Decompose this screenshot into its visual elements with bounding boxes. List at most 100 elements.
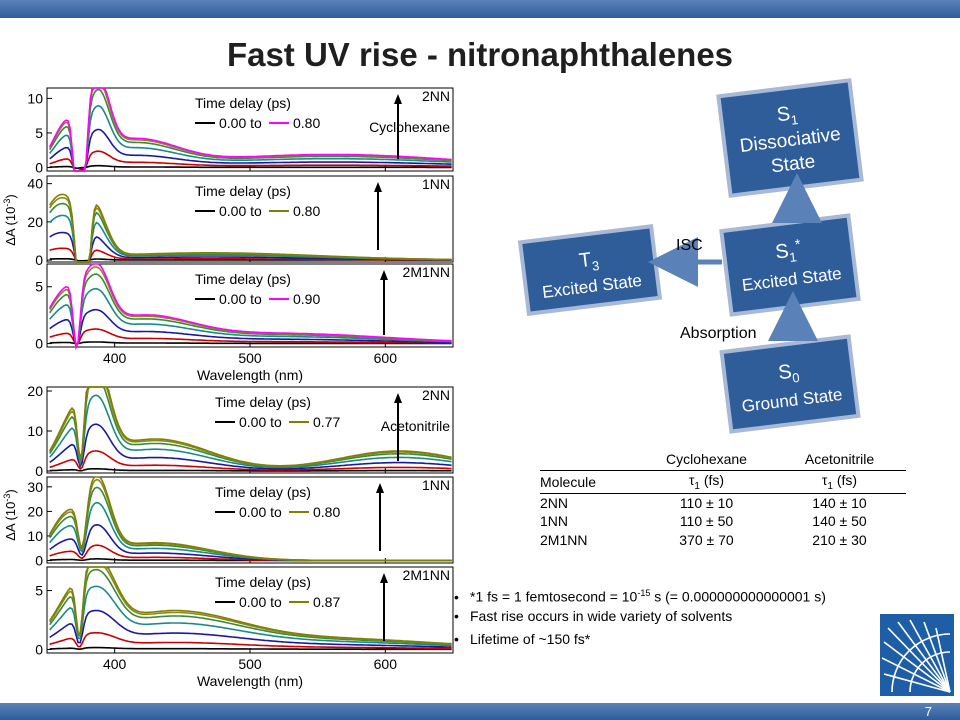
x-tick-label: 600 bbox=[374, 656, 398, 672]
rise-arrow-head bbox=[380, 573, 388, 583]
spectrum-trace bbox=[49, 128, 452, 173]
x-tick-label: 500 bbox=[238, 350, 262, 366]
y-tick-label: 0 bbox=[35, 553, 43, 569]
table-header-cell: Cyclohexane bbox=[666, 451, 747, 467]
table-header-tau: τ1 (fs) bbox=[821, 472, 858, 492]
legend-start-label: 0.00 to bbox=[239, 504, 282, 520]
table-row: 2M1NN 370 ± 70 210 ± 30 bbox=[540, 530, 906, 550]
legend-end-label: 0.80 bbox=[293, 203, 320, 219]
panel-label: 2NN bbox=[422, 387, 450, 403]
t3-title: T bbox=[578, 249, 593, 272]
x-tick-label: 400 bbox=[103, 656, 127, 672]
rise-arrow-head bbox=[376, 483, 384, 493]
legend-end-label: 0.80 bbox=[293, 115, 320, 131]
table-cell: 210 ± 30 bbox=[812, 532, 867, 548]
spectrum-trace bbox=[48, 87, 452, 172]
spectrum-trace bbox=[49, 631, 452, 650]
x-axis-label: Wavelength (nm) bbox=[197, 673, 303, 689]
y-tick-label: 20 bbox=[27, 503, 43, 519]
rise-arrow-head bbox=[374, 182, 382, 192]
table-rule bbox=[540, 470, 906, 471]
spectrum-trace bbox=[49, 287, 452, 349]
spectrum-trace bbox=[49, 328, 452, 346]
legend-title: Time delay (ps) bbox=[215, 394, 311, 410]
spectrum-trace bbox=[49, 468, 452, 472]
y-tick-label: 10 bbox=[27, 90, 43, 106]
legend-end-label: 0.87 bbox=[313, 594, 340, 610]
legend-title: Time delay (ps) bbox=[215, 484, 311, 500]
x-tick-label: 600 bbox=[374, 350, 398, 366]
panel-label: 2NN bbox=[422, 88, 450, 104]
spectrum-trace bbox=[49, 104, 452, 172]
absorption-label: Absorption bbox=[680, 325, 757, 342]
legend-title: Time delay (ps) bbox=[195, 95, 291, 111]
note-femtosecond: • *1 fs = 1 femtosecond = 10-15 s (= 0.00… bbox=[454, 588, 826, 605]
legend-start-label: 0.00 to bbox=[219, 291, 262, 307]
spectrum-trace bbox=[49, 450, 452, 471]
s1-dissociative-box: S1 Dissociative State bbox=[716, 78, 864, 198]
y-axis-label: ΔA (10-3) bbox=[2, 489, 18, 540]
spectrum-trace bbox=[49, 609, 452, 648]
y-tick-label: 5 bbox=[35, 583, 43, 599]
spectrum-trace bbox=[49, 585, 452, 647]
institution-logo bbox=[880, 614, 954, 696]
svg-text:T3: T3 bbox=[578, 248, 600, 275]
spectrum-trace bbox=[49, 423, 452, 470]
legend-end-label: 0.80 bbox=[313, 504, 340, 520]
panel-label: 2M1NN bbox=[403, 567, 450, 583]
y-tick-label: 0 bbox=[35, 252, 43, 268]
table-header-cell: Acetonitrile bbox=[804, 451, 875, 467]
panel-label: 1NN bbox=[422, 176, 450, 192]
slide-title: Fast UV rise - nitronaphthalenes bbox=[226, 36, 734, 73]
table-cell: 110 ± 10 bbox=[679, 495, 734, 511]
x-tick-label: 500 bbox=[238, 656, 262, 672]
table-header-molecule: Molecule bbox=[540, 474, 597, 490]
svg-text:S1*: S1* bbox=[774, 236, 804, 267]
y-tick-label: 40 bbox=[27, 176, 43, 192]
bottom-bar: 7 bbox=[0, 703, 960, 720]
table-cell: 1NN bbox=[540, 513, 569, 529]
y-tick-label: 10 bbox=[27, 528, 43, 544]
y-axis-label: ΔA (10-3) bbox=[2, 194, 18, 245]
y-tick-label: 5 bbox=[35, 125, 43, 141]
y-tick-label: 5 bbox=[35, 279, 43, 295]
solvent-label: Cyclohexane bbox=[369, 119, 450, 135]
spectrum-trace bbox=[49, 308, 452, 347]
legend-end-label: 0.90 bbox=[293, 291, 320, 307]
table-cell: 370 ± 70 bbox=[679, 532, 734, 548]
table-header-columns: Molecule τ1 (fs) τ1 (fs) bbox=[540, 471, 906, 493]
svg-text:S0: S0 bbox=[777, 360, 800, 387]
legend-title: Time delay (ps) bbox=[195, 183, 291, 199]
table-header-solvents: Cyclohexane Acetonitrile bbox=[540, 448, 906, 470]
y-tick-label: 0 bbox=[35, 336, 43, 352]
spectrum-trace bbox=[49, 164, 452, 169]
spectrum-trace bbox=[49, 394, 452, 469]
y-tick-label: 0 bbox=[35, 463, 43, 479]
table-row: 2NN 110 ± 10 140 ± 10 bbox=[540, 494, 906, 512]
spectrum-trace bbox=[49, 646, 452, 651]
x-tick-label: 400 bbox=[103, 350, 127, 366]
s1s-title: S bbox=[774, 240, 790, 263]
legend-title: Time delay (ps) bbox=[215, 574, 311, 590]
legend-start-label: 0.00 to bbox=[239, 414, 282, 430]
spectrum-trace bbox=[49, 386, 452, 467]
table-cell: 2NN bbox=[540, 495, 569, 511]
s1-excited-box: S1* Excited State bbox=[719, 213, 861, 317]
y-tick-label: 20 bbox=[27, 383, 43, 399]
table-cell: 2M1NN bbox=[540, 532, 588, 548]
page-number: 7 bbox=[924, 704, 932, 719]
notes-list: • *1 fs = 1 femtosecond = 10-15 s (= 0.00… bbox=[454, 583, 826, 652]
table-rule bbox=[540, 493, 906, 494]
y-tick-label: 10 bbox=[27, 423, 43, 439]
t3-excited-box: T3 Excited State bbox=[517, 223, 663, 317]
spectrum-trace bbox=[49, 193, 452, 263]
rise-arrow-head bbox=[394, 393, 402, 403]
y-tick-label: 20 bbox=[27, 214, 43, 230]
y-tick-label: 0 bbox=[35, 160, 43, 176]
panel-label: 2M1NN bbox=[403, 264, 450, 280]
lifetime-table: Cyclohexane Acetonitrile Molecule τ1 (fs… bbox=[540, 448, 906, 550]
legend-end-label: 0.77 bbox=[313, 414, 340, 430]
legend-start-label: 0.00 to bbox=[219, 203, 262, 219]
top-bar bbox=[0, 0, 960, 18]
